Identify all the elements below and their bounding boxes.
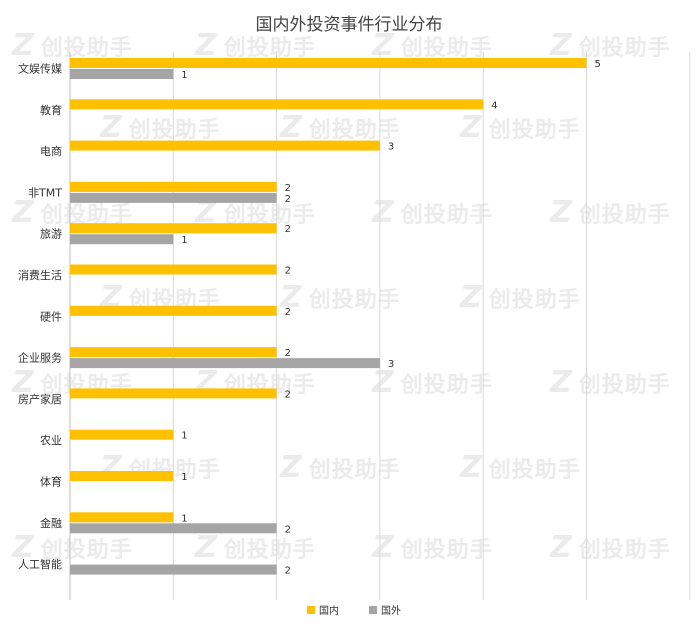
category-label: 体育 bbox=[40, 475, 62, 489]
bar-foreign bbox=[70, 358, 380, 369]
data-label: 2 bbox=[285, 348, 291, 359]
bar-domestic bbox=[70, 347, 277, 358]
data-label: 2 bbox=[285, 566, 291, 577]
data-label: 1 bbox=[181, 431, 187, 442]
category-label: 房产家居 bbox=[18, 392, 62, 406]
category-label: 文娱传媒 bbox=[18, 62, 62, 76]
data-label: 4 bbox=[491, 100, 497, 111]
bar-domestic bbox=[70, 58, 587, 68]
data-label: 2 bbox=[285, 224, 291, 235]
legend-swatch bbox=[307, 606, 315, 614]
category-label: 教育 bbox=[40, 103, 62, 117]
legend-label: 国内 bbox=[319, 604, 339, 617]
category-label: 消费生活 bbox=[18, 268, 62, 282]
data-label: 2 bbox=[285, 183, 291, 194]
bar-foreign bbox=[70, 523, 277, 534]
data-label: 3 bbox=[388, 359, 394, 370]
data-label: 2 bbox=[285, 307, 291, 318]
bar-domestic bbox=[70, 388, 277, 399]
category-label: 电商 bbox=[40, 144, 62, 158]
bar-foreign bbox=[70, 69, 174, 79]
data-label: 3 bbox=[388, 142, 394, 153]
data-label: 1 bbox=[181, 70, 187, 81]
bar-domestic bbox=[70, 264, 277, 275]
bar-domestic bbox=[70, 223, 277, 234]
data-label: 2 bbox=[285, 266, 291, 277]
bar-domestic bbox=[70, 99, 484, 110]
category-label: 非TMT bbox=[28, 186, 62, 199]
legend-label: 国外 bbox=[381, 605, 401, 617]
bar-domestic bbox=[70, 140, 380, 151]
bar-domestic bbox=[70, 305, 277, 316]
data-label: 2 bbox=[285, 389, 291, 400]
category-label: 金融 bbox=[40, 516, 62, 530]
category-label: 人工智能 bbox=[18, 557, 62, 571]
data-label: 1 bbox=[181, 235, 187, 246]
data-label: 5 bbox=[595, 59, 601, 70]
bar-foreign bbox=[70, 564, 277, 575]
category-label: 旅游 bbox=[40, 227, 62, 241]
data-label: 2 bbox=[285, 194, 291, 205]
category-label: 企业服务 bbox=[18, 351, 62, 365]
bar-domestic bbox=[70, 471, 174, 481]
bar-foreign bbox=[70, 234, 174, 245]
category-label: 农业 bbox=[40, 433, 62, 447]
bar-domestic bbox=[70, 429, 174, 440]
data-label: 2 bbox=[285, 524, 291, 535]
category-label: 硬件 bbox=[40, 310, 62, 323]
legend-swatch bbox=[369, 606, 377, 614]
data-label: 1 bbox=[181, 513, 187, 524]
chart-title: 国内外投资事件行业分布 bbox=[255, 15, 443, 35]
bar-foreign bbox=[70, 192, 277, 203]
data-label: 1 bbox=[181, 472, 187, 483]
bar-domestic bbox=[70, 181, 277, 192]
bar-domestic bbox=[70, 512, 174, 523]
